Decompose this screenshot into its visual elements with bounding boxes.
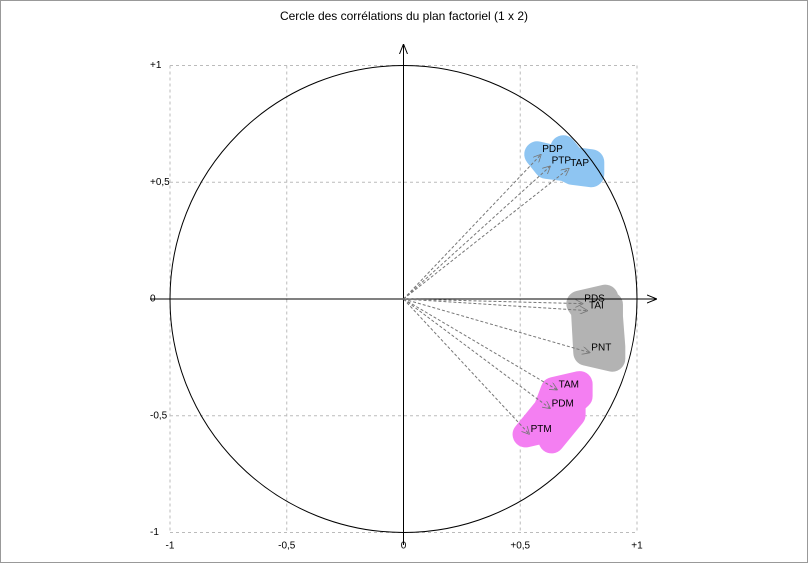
- variable-label: PDM: [552, 398, 574, 409]
- variable-label: TAP: [570, 158, 589, 169]
- correlation-arrow: [403, 154, 542, 300]
- correlation-arrow: [403, 166, 551, 300]
- correlation-arrow: [403, 298, 588, 311]
- variable-label: TAI: [589, 300, 604, 311]
- group-highlight: [524, 135, 605, 188]
- variable-label: PNT: [591, 342, 611, 353]
- x-tick-label: -1: [166, 541, 175, 552]
- variable-label: PDS: [584, 293, 605, 304]
- x-tick-label: -0,5: [278, 541, 296, 552]
- x-tick-label: +0,5: [510, 541, 530, 552]
- correlation-arrow: [403, 168, 570, 300]
- y-tick-label: +0,5: [150, 177, 170, 188]
- x-tick-label: 0: [401, 541, 407, 552]
- variable-label: TAM: [559, 380, 579, 391]
- group-highlight: [512, 371, 593, 454]
- y-tick-label: -0,5: [150, 410, 168, 421]
- y-tick-label: -1: [150, 527, 159, 538]
- variable-label: PDP: [542, 144, 563, 155]
- correlation-arrow: [403, 298, 530, 434]
- variable-label: PTP: [552, 156, 572, 167]
- x-tick-label: +1: [631, 541, 643, 552]
- correlation-arrow: [403, 298, 591, 353]
- chart-title: Cercle des corrélations du plan factorie…: [280, 9, 528, 23]
- variable-label: PTM: [531, 424, 552, 435]
- y-tick-label: +1: [150, 60, 162, 71]
- correlation-arrow: [403, 298, 551, 409]
